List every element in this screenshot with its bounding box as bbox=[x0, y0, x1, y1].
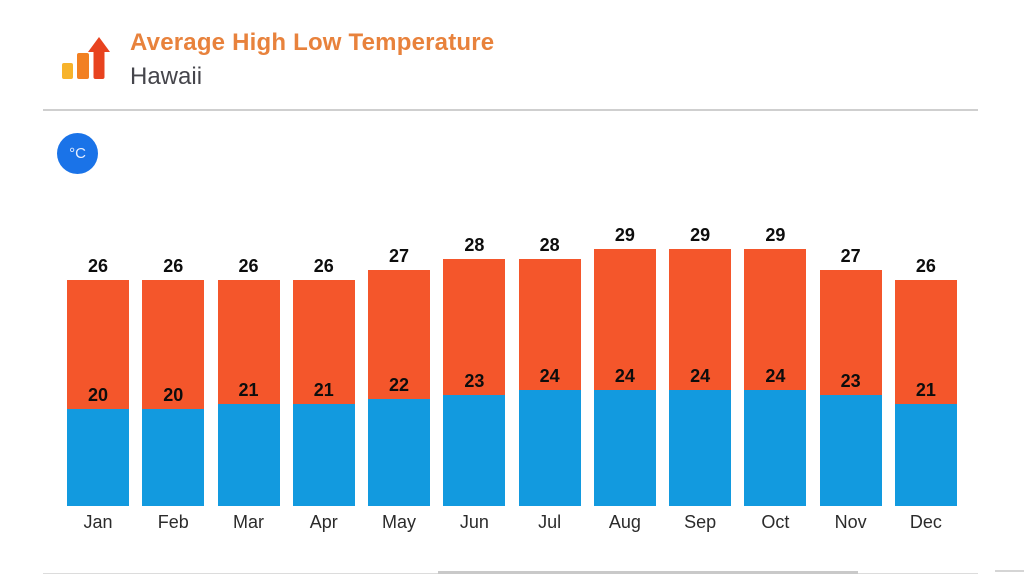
high-value-label: 26 bbox=[87, 256, 109, 276]
page-subtitle: Hawaii bbox=[130, 63, 203, 90]
horizontal-scrollbar-thumb[interactable] bbox=[438, 571, 858, 574]
celsius-unit-button[interactable]: °C bbox=[57, 133, 98, 174]
low-value-label: 20 bbox=[163, 385, 184, 405]
high-value-label: 26 bbox=[163, 256, 184, 276]
bar-sep: 29 24 bbox=[669, 226, 732, 506]
month-axis: Jan Feb Mar Apr May Jun Jul Aug Sep Oct Nov Dec bbox=[67, 512, 957, 533]
low-value-label: 23 bbox=[840, 371, 861, 391]
low-temp-segment bbox=[819, 395, 882, 506]
rising-bar-chart-icon bbox=[58, 33, 110, 79]
header-divider bbox=[43, 109, 978, 111]
bar-jun: 28 23 bbox=[443, 236, 506, 506]
bar-mar: 26 21 bbox=[217, 257, 280, 506]
high-value-label: 27 bbox=[389, 246, 410, 266]
bottom-right-divider-segment bbox=[995, 570, 1024, 572]
high-value-label: 28 bbox=[539, 235, 560, 255]
high-value-label: 26 bbox=[915, 256, 936, 276]
low-temp-segment bbox=[593, 390, 656, 506]
month-label-may: May bbox=[382, 512, 417, 532]
low-temp-segment bbox=[292, 404, 355, 506]
low-temp-segment bbox=[142, 409, 205, 506]
month-label-sep: Sep bbox=[684, 512, 717, 532]
high-temp-segment bbox=[142, 280, 205, 409]
low-temp-segment bbox=[669, 390, 732, 506]
high-value-label: 29 bbox=[690, 225, 711, 245]
high-temp-segment bbox=[593, 249, 656, 390]
icon-mid-bar bbox=[77, 53, 89, 79]
month-label-oct: Oct bbox=[761, 512, 790, 532]
low-temp-segment bbox=[518, 390, 581, 506]
high-value-label: 29 bbox=[614, 225, 635, 245]
high-temp-segment bbox=[368, 270, 431, 399]
low-temp-segment bbox=[217, 404, 280, 506]
month-label-apr: Apr bbox=[309, 512, 338, 532]
page-title: Average High Low Temperature bbox=[130, 29, 495, 56]
high-value-label: 26 bbox=[238, 256, 259, 276]
high-value-label: 29 bbox=[765, 225, 786, 245]
bar-nov: 27 23 bbox=[819, 247, 882, 506]
low-value-label: 21 bbox=[915, 380, 936, 400]
high-temp-segment bbox=[443, 259, 506, 395]
month-label-feb: Feb bbox=[157, 512, 189, 532]
month-label-jan: Jan bbox=[83, 512, 113, 532]
low-value-label: 21 bbox=[238, 380, 259, 400]
high-temp-segment bbox=[894, 280, 957, 404]
high-value-label: 28 bbox=[464, 235, 485, 255]
bar-may: 27 22 bbox=[368, 247, 431, 506]
bar-dec: 26 21 bbox=[894, 257, 957, 506]
high-temp-segment bbox=[67, 280, 129, 409]
low-value-label: 20 bbox=[87, 385, 109, 405]
high-temp-segment bbox=[669, 249, 732, 390]
low-value-label: 24 bbox=[765, 366, 786, 386]
month-label-nov: Nov bbox=[834, 512, 867, 532]
high-temp-segment bbox=[292, 280, 355, 404]
bars-container: 26 20 26 20 26 21 26 21 27 22 28 23 28 24 29 24 29 24 29 24… bbox=[67, 0, 957, 506]
bar-jul: 28 24 bbox=[518, 236, 581, 506]
up-arrow-icon bbox=[88, 37, 110, 79]
low-temp-segment bbox=[67, 409, 129, 506]
high-temp-segment bbox=[518, 259, 581, 390]
low-value-label: 21 bbox=[313, 380, 334, 400]
low-temp-segment bbox=[894, 404, 957, 506]
month-label-jun: Jun bbox=[459, 512, 489, 532]
month-label-mar: Mar bbox=[233, 512, 265, 532]
bar-feb: 26 20 bbox=[142, 257, 205, 506]
month-label-aug: Aug bbox=[608, 512, 641, 532]
high-temp-segment bbox=[744, 249, 807, 390]
month-label-dec: Dec bbox=[909, 512, 942, 532]
low-value-label: 24 bbox=[614, 366, 635, 386]
low-value-label: 24 bbox=[690, 366, 711, 386]
month-label-jul: Jul bbox=[538, 512, 562, 532]
low-value-label: 22 bbox=[389, 375, 410, 395]
bar-aug: 29 24 bbox=[593, 226, 656, 506]
low-temp-segment bbox=[443, 395, 506, 506]
high-temp-segment bbox=[217, 280, 280, 404]
low-value-label: 23 bbox=[464, 371, 485, 391]
bar-oct: 29 24 bbox=[744, 226, 807, 506]
high-temp-segment bbox=[819, 270, 882, 395]
high-value-label: 26 bbox=[313, 256, 334, 276]
low-temp-segment bbox=[744, 390, 807, 506]
icon-small-bar bbox=[62, 63, 73, 79]
low-value-label: 24 bbox=[539, 366, 560, 386]
bar-jan: 26 20 bbox=[67, 257, 129, 506]
high-value-label: 27 bbox=[840, 246, 861, 266]
low-temp-segment bbox=[368, 399, 431, 506]
bar-apr: 26 21 bbox=[292, 257, 355, 506]
